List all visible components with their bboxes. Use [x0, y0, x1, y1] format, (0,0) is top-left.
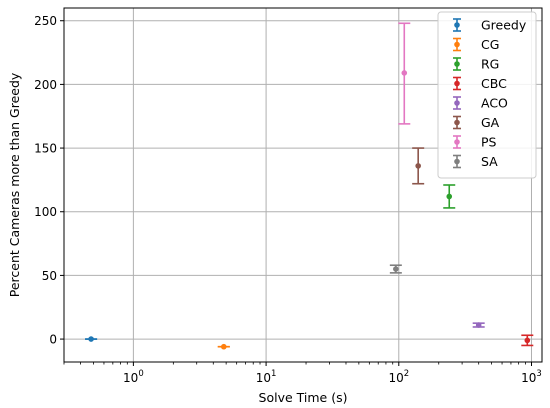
legend-box: [437, 11, 537, 179]
legend-marker-dot: [454, 22, 460, 28]
legend-label: CG: [481, 37, 499, 52]
errorbar-point-aco: [472, 322, 485, 328]
legend-item-aco: ACO: [453, 96, 508, 111]
legend-marker-dot: [454, 158, 460, 165]
y-tick-label: 150: [34, 142, 57, 156]
data-point: [415, 163, 421, 169]
legend-label: RG: [481, 57, 499, 72]
axis-ticks: 0 50 100 150 200 250 100 101 102 103: [34, 14, 542, 385]
legend-marker-dot: [454, 100, 460, 106]
grid: [64, 8, 542, 362]
errorbar-point-greedy: [85, 336, 98, 342]
plot-frame: [63, 7, 543, 363]
data-point: [88, 336, 94, 342]
legend-item-ga: GA: [453, 115, 500, 130]
legend-item-cbc: CBC: [453, 76, 507, 91]
legend-label: GA: [481, 115, 500, 130]
x-axis-label: Solve Time (s): [259, 390, 348, 405]
x-tick-label: 102: [388, 369, 409, 385]
data-points: [85, 22, 534, 350]
y-tick-label: 200: [34, 78, 57, 92]
legend-item-cg: CG: [453, 37, 499, 52]
legend-label: PS: [481, 135, 497, 150]
legend-marker-dot: [454, 61, 460, 67]
x-tick-label: 101: [256, 369, 277, 385]
x-tick-label: 100: [123, 369, 144, 385]
legend-label: Greedy: [481, 18, 527, 33]
legend-item-greedy: Greedy: [453, 18, 527, 33]
x-tick-label: 103: [521, 369, 542, 385]
y-tick-label: 250: [34, 14, 57, 28]
data-point: [393, 266, 399, 272]
y-tick-label: 100: [34, 205, 57, 219]
legend-marker-dot: [454, 139, 460, 145]
legend-marker-dot: [454, 119, 460, 126]
legend-item-rg: RG: [453, 57, 499, 72]
errorbar-point-rg: [443, 184, 456, 209]
errorbar-point-ga: [412, 147, 425, 185]
errorbar-point-ps: [398, 22, 411, 125]
legend-label: ACO: [481, 96, 508, 111]
legend: Greedy CG RG CBC ACO GA PS SA: [437, 11, 537, 179]
data-point: [524, 337, 531, 344]
legend-marker-dot: [454, 41, 460, 48]
data-point: [446, 193, 453, 200]
legend-marker-dot: [454, 80, 460, 87]
legend-item-sa: SA: [453, 154, 498, 169]
legend-item-ps: PS: [453, 135, 497, 150]
y-axis-label: Percent Cameras more than Greedy: [7, 72, 22, 297]
errorbar-point-cbc: [521, 334, 534, 347]
data-point: [401, 70, 408, 76]
legend-label: SA: [481, 154, 498, 169]
data-point: [475, 322, 482, 328]
errorbar-point-cg: [217, 343, 230, 350]
y-tick-label: 0: [49, 333, 57, 347]
y-tick-label: 50: [42, 269, 57, 283]
legend-label: CBC: [481, 76, 507, 91]
errorbar-point-sa: [389, 264, 402, 274]
data-point: [220, 343, 227, 350]
